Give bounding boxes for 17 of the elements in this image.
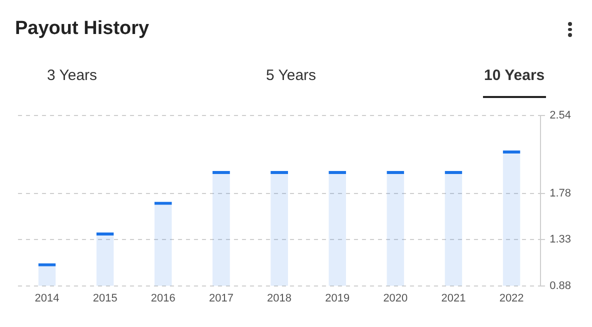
y-tick-label: 2.54	[550, 110, 572, 122]
x-tick-label: 2015	[92, 292, 118, 304]
y-tick-label: 1.33	[550, 234, 572, 246]
x-tick-label: 2021	[441, 292, 466, 304]
chart-title: Payout History	[15, 18, 150, 40]
x-tick-label: 2019	[325, 292, 350, 304]
x-tick-label: 2022	[499, 292, 524, 304]
y-tick-label: 1.78	[550, 188, 572, 200]
text: 10 Years	[484, 67, 545, 84]
y-tick-label: 0.88	[550, 280, 572, 292]
x-tick-label: 2017	[208, 292, 234, 304]
text: 3 Years	[47, 67, 98, 84]
x-tick-label: 2020	[383, 292, 408, 304]
x-tick-label: 2014	[34, 292, 60, 304]
x-tick-label: 2016	[150, 292, 176, 304]
x-tick-label: 2018	[267, 292, 292, 304]
text: 5 Years	[266, 67, 316, 84]
